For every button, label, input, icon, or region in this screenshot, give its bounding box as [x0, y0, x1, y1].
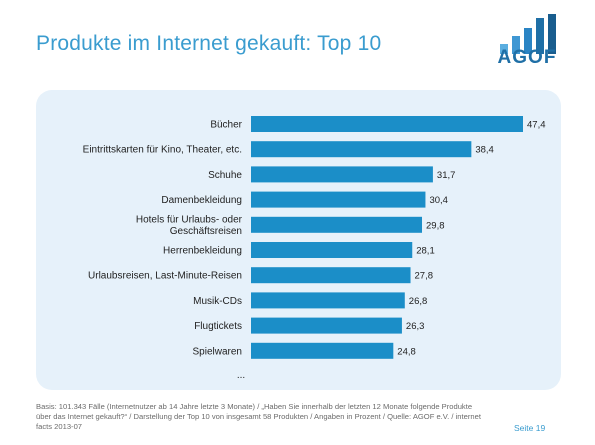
- bar-value-label: 29,8: [426, 220, 445, 231]
- category-label: Flugtickets: [194, 321, 242, 332]
- category-label-line: Spielwaren: [193, 346, 242, 357]
- category-label-line: Herrenbekleidung: [163, 246, 242, 257]
- bar: [251, 166, 433, 183]
- agof-logo-icon: [500, 14, 556, 54]
- bar-chart: 47,4 Bücher 38,4 Eintrittskarten für Kino, …: [83, 116, 546, 381]
- page-number: Seite 19: [514, 423, 546, 433]
- category-label: Urlaubsreisen, Last-Minute-Reisen: [88, 271, 242, 282]
- logo-bar: [512, 36, 520, 54]
- chart-panel: 47,4 Bücher 38,4 Eintrittskarten für Kino, …: [36, 90, 561, 390]
- footnote: Basis: 101.343 Fälle (Internetnutzer ab …: [36, 402, 481, 431]
- category-label: Musik-CDs: [193, 296, 242, 307]
- category-label-line: Hotels für Urlaubs- oder: [136, 215, 243, 226]
- category-label: Bücher: [210, 120, 242, 131]
- bar-value-label: 38,4: [475, 145, 494, 156]
- bar: [251, 317, 402, 334]
- bar: [251, 267, 411, 284]
- category-label: Spielwaren: [193, 346, 242, 357]
- bar: [251, 342, 394, 359]
- category-label: Schuhe: [208, 170, 242, 181]
- bar-value-label: 30,4: [429, 195, 448, 206]
- category-label-line: Geschäftsreisen: [170, 226, 242, 237]
- category-label: Damenbekleidung: [161, 195, 242, 206]
- bar-value-label: 24,8: [397, 346, 416, 357]
- logo-bar: [500, 44, 508, 54]
- bar: [251, 191, 426, 208]
- page-title: Produkte im Internet gekauft: Top 10: [36, 32, 382, 55]
- bar-value-label: 27,8: [415, 271, 434, 282]
- category-label-line: Urlaubsreisen, Last-Minute-Reisen: [88, 271, 242, 282]
- category-label-line: Schuhe: [208, 170, 242, 181]
- category-label: Hotels für Urlaubs- oder Geschäftsreisen: [136, 215, 243, 238]
- bar: [251, 216, 423, 233]
- category-label-line: Damenbekleidung: [161, 195, 242, 206]
- ellipsis-label: ...: [237, 370, 245, 381]
- bar-value-label: 26,8: [409, 296, 428, 307]
- logo-bar: [536, 18, 544, 54]
- category-label: Eintrittskarten für Kino, Theater, etc.: [83, 145, 242, 156]
- category-label-line: Flugtickets: [194, 321, 242, 332]
- category-label-line: Eintrittskarten für Kino, Theater, etc.: [83, 145, 242, 156]
- logo-bar: [524, 28, 532, 54]
- bar-value-label: 26,3: [406, 321, 425, 332]
- bar: [251, 242, 413, 258]
- category-label-line: Musik-CDs: [193, 296, 242, 307]
- bar-value-label: 28,1: [416, 246, 435, 257]
- category-label-line: Bücher: [210, 120, 242, 131]
- bar: [251, 292, 405, 309]
- bar-value-label: 47,4: [527, 120, 546, 131]
- bar: [251, 116, 523, 132]
- logo-text: AGOF: [497, 47, 557, 68]
- bar: [251, 141, 472, 158]
- bar-value-label: 31,7: [437, 170, 456, 181]
- logo-bar: [548, 14, 556, 54]
- category-label: Herrenbekleidung: [163, 246, 242, 257]
